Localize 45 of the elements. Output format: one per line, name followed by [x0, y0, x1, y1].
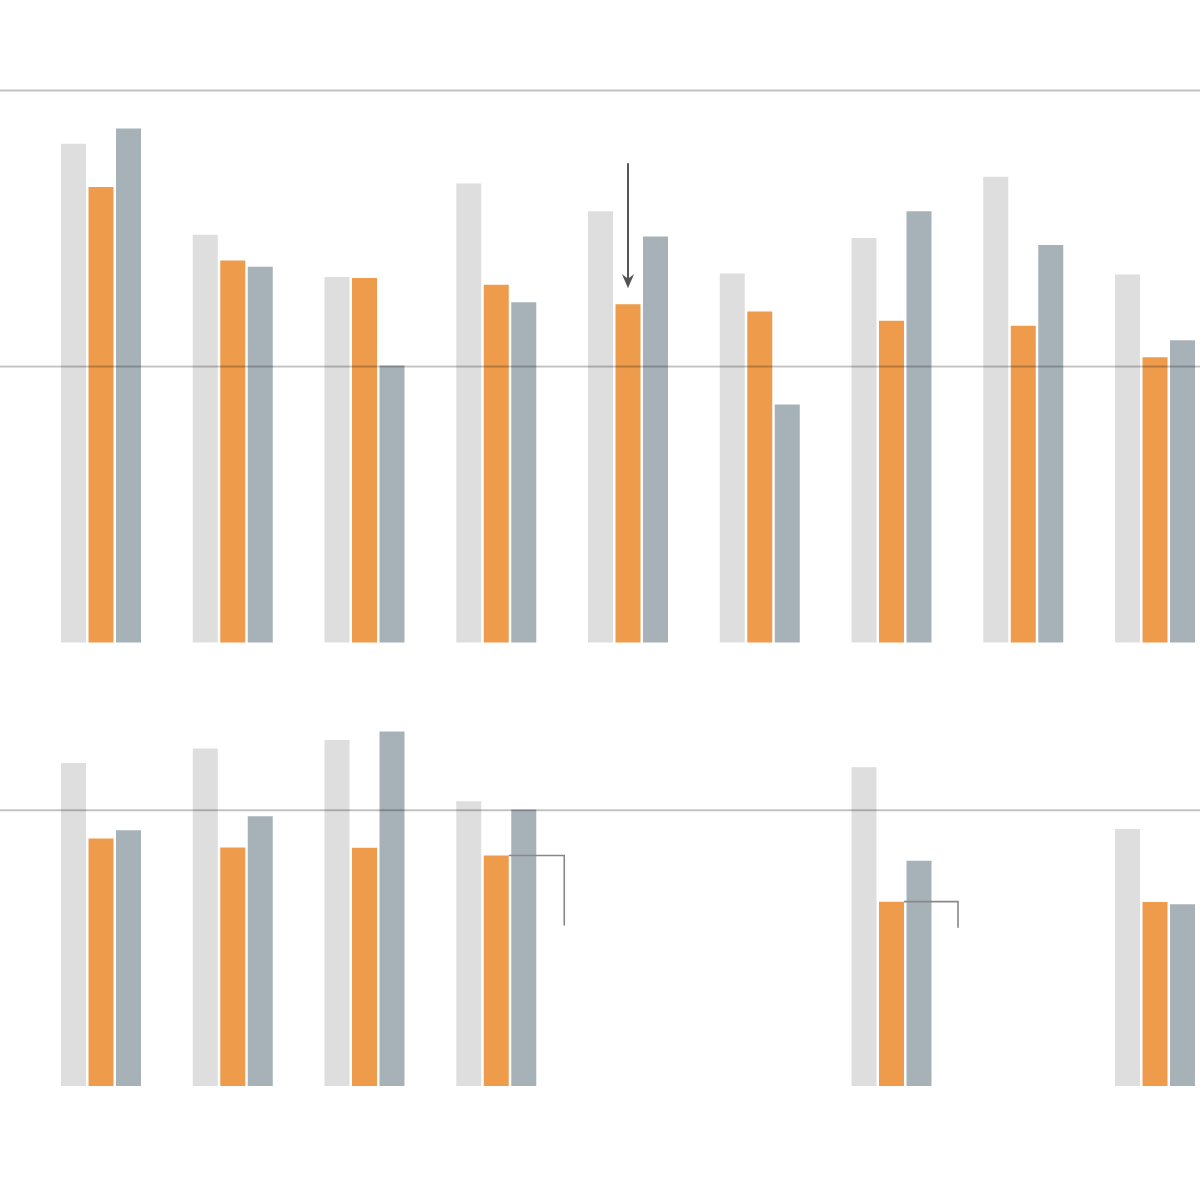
bar [352, 278, 377, 643]
bar [1170, 340, 1196, 643]
bar [879, 901, 905, 1087]
bar [379, 731, 405, 1087]
bar [774, 404, 800, 643]
bar [483, 284, 509, 643]
bar [643, 236, 669, 643]
bar [511, 302, 537, 643]
bar [879, 320, 905, 643]
bar [1115, 274, 1141, 643]
bar [88, 187, 114, 643]
bar [983, 176, 1009, 643]
bar [192, 234, 218, 643]
bar [1142, 357, 1168, 643]
bar [456, 801, 482, 1087]
bar [1142, 902, 1168, 1087]
bar [588, 211, 614, 643]
bar [379, 365, 405, 643]
bar [906, 860, 932, 1087]
bar [116, 830, 142, 1087]
bar [456, 183, 482, 643]
bar [906, 211, 932, 643]
bar [61, 762, 86, 1087]
bar [247, 266, 273, 643]
bar [511, 809, 537, 1087]
bar [851, 237, 877, 643]
bar [247, 816, 273, 1087]
bar [61, 143, 86, 643]
bar [747, 311, 773, 643]
bar [851, 767, 877, 1087]
bar [352, 847, 377, 1087]
bar [88, 838, 114, 1087]
bar [719, 273, 745, 643]
bar [1010, 325, 1036, 643]
bar [192, 748, 218, 1087]
bar [615, 304, 641, 643]
bar [1115, 828, 1141, 1087]
bar [1170, 904, 1196, 1087]
bar [220, 260, 246, 643]
bar [116, 128, 142, 643]
bar [324, 739, 350, 1087]
bar [324, 276, 350, 643]
bar [483, 855, 509, 1087]
bar [1038, 245, 1064, 643]
bar [220, 847, 246, 1087]
